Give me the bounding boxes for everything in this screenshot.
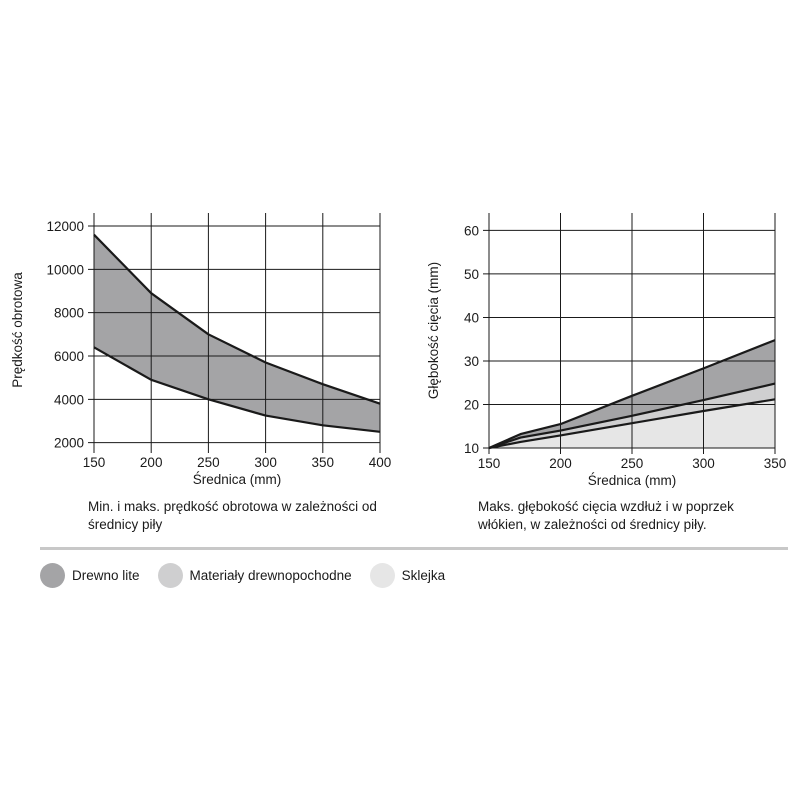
x-tick-label: 350 xyxy=(312,455,335,470)
y-tick-label: 2000 xyxy=(54,436,84,451)
x-tick-label: 250 xyxy=(621,456,644,471)
x-tick-label: 400 xyxy=(369,455,392,470)
legend-item-sklejka: Sklejka xyxy=(369,563,446,588)
y-tick-label: 60 xyxy=(464,223,479,238)
y-tick-label: 4000 xyxy=(54,392,84,407)
x-tick-label: 200 xyxy=(549,456,572,471)
caption-rotational-speed: Min. i maks. prędkość obrotowa w zależno… xyxy=(88,499,377,532)
legend-label-drewno-lite: Drewno lite xyxy=(72,568,140,583)
y-tick-label: 30 xyxy=(464,354,479,369)
x-tick-label: 350 xyxy=(764,456,787,471)
x-tick-label: 300 xyxy=(254,455,277,470)
chart-cutting-depth: 150 200 250 300 350 10 20 30 40 50 60 Średnica (mm)… xyxy=(426,213,786,488)
series-line-1 xyxy=(488,339,776,450)
y-tick-label: 20 xyxy=(464,397,479,412)
legend: Drewno lite Materiały drewnopochodne Skl… xyxy=(40,563,463,588)
x-axis-title: Średnica (mm) xyxy=(588,473,677,488)
chart-rotational-speed: 150 200 250 300 350 400 2000 4000 6000 8000 10000 1… xyxy=(10,213,391,487)
series-line-2 xyxy=(488,382,776,450)
x-tick-label: 250 xyxy=(197,455,220,470)
legend-swatch-materialy xyxy=(157,563,183,588)
x-tick-label: 200 xyxy=(140,455,163,470)
legend-item-drewno-lite: Drewno lite xyxy=(40,563,140,588)
x-tick-label: 150 xyxy=(478,456,501,471)
divider xyxy=(40,547,788,550)
y-tick-label: 50 xyxy=(464,267,479,282)
y-tick-label: 10 xyxy=(464,441,479,456)
y-axis-title: Głębokość cięcia (mm) xyxy=(426,262,441,399)
legend-swatch-drewno-lite xyxy=(40,563,65,588)
x-tick-label: 300 xyxy=(692,456,715,471)
y-tick-label: 8000 xyxy=(54,306,84,321)
legend-item-materialy: Materiały drewnopochodne xyxy=(157,563,352,588)
y-tick-label: 10000 xyxy=(46,262,84,277)
legend-swatch-sklejka xyxy=(369,563,395,588)
y-tick-label: 6000 xyxy=(54,349,84,364)
series-line-3 xyxy=(488,398,776,450)
x-axis-title: Średnica (mm) xyxy=(193,472,282,487)
y-tick-label: 40 xyxy=(464,310,479,325)
legend-label-materialy: Materiały drewnopochodne xyxy=(189,568,352,583)
y-axis-title: Prędkość obrotowa xyxy=(10,272,25,388)
speed-band xyxy=(94,234,380,432)
series-line-1 xyxy=(93,233,381,405)
x-tick-label: 150 xyxy=(83,455,106,470)
caption-cutting-depth: Maks. głębokość cięcia wzdłuż i w poprze… xyxy=(478,499,734,532)
legend-label-sklejka: Sklejka xyxy=(401,568,446,583)
y-tick-label: 12000 xyxy=(46,219,84,234)
series-line-2 xyxy=(93,346,381,433)
